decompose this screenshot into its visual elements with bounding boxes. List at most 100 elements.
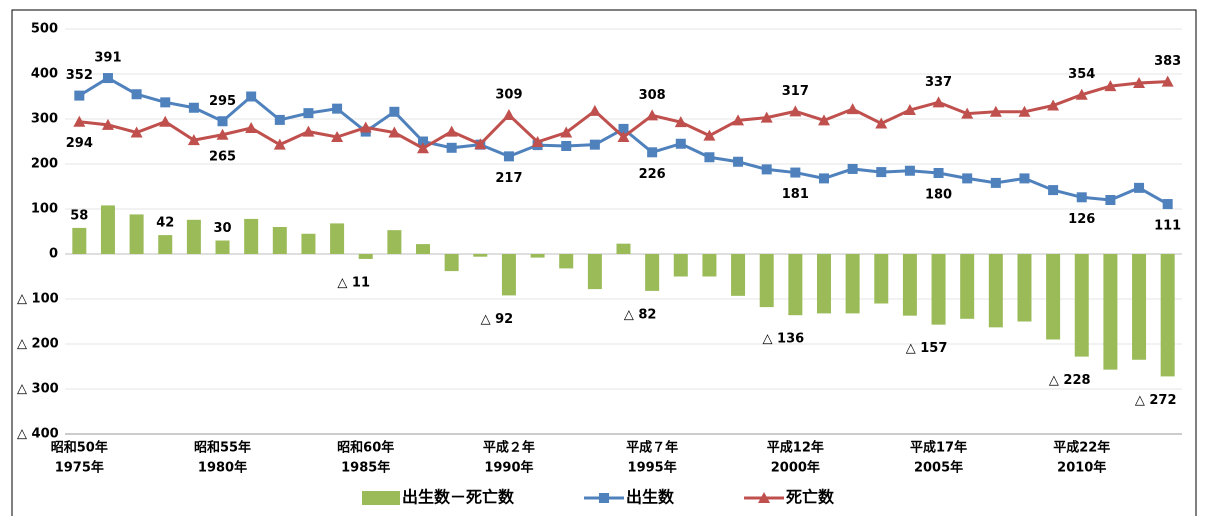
marker [332, 103, 343, 114]
y-tick-label: △ 400 [17, 427, 59, 442]
marker [818, 173, 829, 184]
marker [187, 134, 200, 146]
marker [160, 97, 171, 108]
bar [387, 230, 402, 254]
marker [1019, 173, 1030, 184]
y-tick-label: 100 [31, 202, 58, 217]
line-value-label: 354 [1068, 67, 1095, 82]
y-tick-label: △ 100 [17, 292, 59, 307]
marker [846, 103, 859, 115]
marker [847, 163, 858, 174]
marker [1134, 182, 1145, 193]
marker [733, 156, 744, 167]
bar [301, 233, 316, 254]
chart-frame [11, 9, 1197, 520]
x-tick-label-year: 2005年 [914, 460, 963, 476]
marker [1104, 80, 1117, 92]
marker [331, 131, 344, 142]
marker [445, 125, 458, 137]
marker [904, 165, 915, 176]
marker [246, 91, 257, 102]
marker [875, 117, 888, 129]
marker [188, 102, 199, 113]
x-tick-label: 昭和55年 [194, 440, 251, 456]
legend-swatch [362, 491, 400, 505]
marker [274, 114, 285, 125]
line-value-label: 226 [639, 167, 666, 182]
marker [216, 128, 229, 140]
bar [530, 254, 545, 258]
marker [962, 173, 973, 184]
bar-value-label: △ 228 [1049, 373, 1091, 388]
marker [417, 142, 430, 154]
bar [759, 254, 774, 308]
marker [933, 168, 944, 178]
bar [988, 254, 1003, 328]
marker [961, 107, 974, 119]
marker [876, 167, 887, 178]
y-tick-label: 300 [31, 112, 58, 127]
bar [931, 254, 946, 325]
x-tick-label-year: 1985年 [341, 460, 390, 476]
x-tick-label-year: 1980年 [198, 460, 247, 476]
line-value-label: 317 [782, 84, 809, 99]
x-tick-label: 平成22年 [1053, 440, 1110, 456]
marker [159, 115, 172, 127]
marker [932, 96, 945, 108]
marker [302, 125, 315, 137]
marker [303, 108, 314, 119]
bar [215, 240, 230, 254]
marker [130, 126, 143, 138]
x-tick-label-year: 1990年 [484, 460, 533, 476]
line-value-label: 352 [66, 68, 93, 83]
bar-value-label: 58 [70, 208, 88, 223]
marker [903, 104, 916, 115]
bar [186, 219, 201, 254]
marker [1133, 77, 1146, 88]
marker [560, 126, 573, 138]
x-tick-label-year: 2010年 [1057, 460, 1106, 476]
marker [245, 122, 258, 133]
bar [731, 254, 746, 296]
marker [388, 126, 401, 138]
marker [790, 167, 801, 178]
bar [816, 254, 831, 314]
bar [960, 254, 975, 319]
bar [587, 254, 602, 290]
marker [789, 105, 802, 117]
x-tick-label-year: 1975年 [55, 460, 104, 476]
marker [389, 106, 400, 117]
x-tick-label-year: 1995年 [628, 460, 677, 476]
y-tick-label: △ 200 [17, 337, 59, 352]
bar-value-label: △ 82 [624, 307, 657, 322]
line-value-label: 309 [495, 87, 522, 102]
marker [990, 177, 1001, 188]
bar [1103, 254, 1118, 370]
bar [100, 205, 115, 254]
marker [131, 89, 142, 100]
bar-value-label: △ 136 [763, 332, 805, 347]
x-tick-label: 昭和60年 [337, 440, 394, 456]
x-tick-label: 平成17年 [910, 440, 967, 456]
y-tick-label: 200 [31, 157, 58, 172]
line-value-label: 111 [1154, 219, 1181, 234]
bar [788, 254, 803, 316]
bar [444, 254, 459, 272]
bar [673, 254, 688, 277]
marker [1076, 192, 1087, 203]
marker [531, 135, 544, 147]
marker [1161, 75, 1174, 87]
x-tick-label: 平成７年 [626, 440, 678, 456]
marker [1105, 195, 1116, 205]
bar-value-label: △ 92 [481, 312, 514, 327]
marker [217, 116, 228, 127]
bar [416, 244, 431, 254]
line-value-label: 181 [782, 187, 809, 202]
marker [646, 109, 659, 121]
bar [902, 254, 917, 316]
bar-value-label: △ 11 [337, 275, 370, 290]
marker [101, 118, 114, 130]
line-value-label: 294 [66, 136, 93, 151]
bar [845, 254, 860, 314]
bar [501, 254, 516, 296]
